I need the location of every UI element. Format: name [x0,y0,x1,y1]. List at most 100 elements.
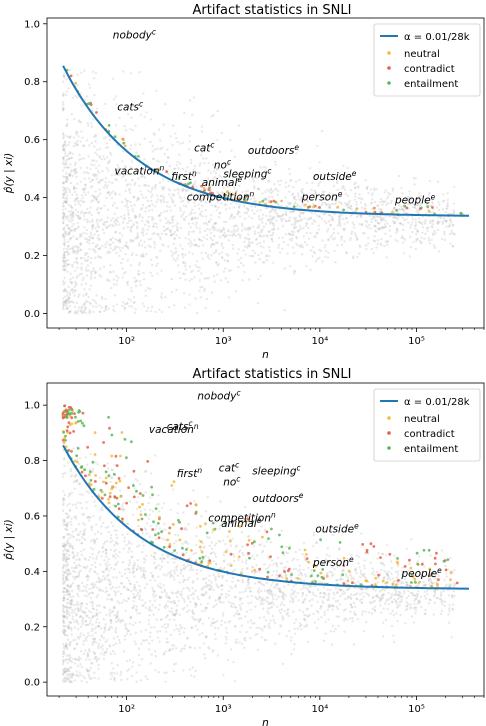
background-point [105,304,108,308]
background-point [224,635,228,639]
background-point [146,677,149,681]
background-point [314,594,318,598]
background-point [65,217,69,220]
background-point [178,153,181,156]
background-point [212,573,215,577]
background-point [135,151,138,154]
background-point [83,69,86,73]
background-point [222,220,226,224]
background-point [288,233,292,236]
background-point [95,208,99,211]
background-point [63,676,66,679]
background-point [93,77,96,80]
background-point [327,596,331,599]
background-point [298,219,301,222]
background-point [288,264,292,268]
background-point [143,240,146,243]
background-point [241,279,244,282]
background-point [182,256,185,259]
background-point [143,508,147,511]
background-point [80,605,83,608]
background-point [158,181,162,184]
background-point [269,214,272,218]
background-point [200,272,203,275]
background-point [402,210,405,213]
background-point [118,116,121,120]
background-point [62,283,65,286]
background-point [321,239,324,242]
background-point [403,589,406,593]
background-point [65,124,68,127]
background-point [280,218,283,221]
background-point [99,516,102,519]
background-point [132,593,135,596]
background-point [64,207,67,210]
background-point [85,269,88,272]
background-point [87,609,91,613]
background-point [378,222,381,225]
background-point [138,213,142,216]
background-point [355,201,358,204]
background-point [83,253,87,257]
background-point [336,244,339,247]
background-point [127,550,130,554]
background-point [179,568,183,571]
background-point [63,527,67,531]
background-point [319,592,322,595]
background-point [195,226,198,229]
background-point [301,553,304,556]
background-point [194,603,197,606]
background-point [101,648,104,651]
background-point [244,615,247,618]
background-point [98,310,102,313]
background-point [127,212,130,215]
background-point [227,239,230,242]
background-point [126,669,129,672]
background-point [369,202,373,205]
background-point [173,572,176,575]
background-point [237,258,240,262]
background-point [175,164,178,167]
background-point [346,194,350,198]
background-point [400,580,403,583]
background-point [164,650,168,653]
background-point [280,608,284,611]
background-point [400,186,403,190]
background-point [214,250,218,253]
background-point [120,261,123,265]
background-point [322,212,325,216]
background-point [95,166,98,170]
background-point [172,252,175,255]
background-point [395,592,398,595]
background-point [307,640,310,643]
background-point [403,209,406,212]
background-point [204,306,207,310]
background-point [96,243,99,247]
background-point [390,624,394,628]
background-point [225,631,229,634]
background-point [425,227,428,230]
background-point [122,70,125,73]
background-point [105,196,108,200]
background-point [97,225,101,229]
background-point [64,179,68,182]
background-point [373,187,376,190]
background-point [237,265,240,269]
background-point [107,162,110,165]
background-point [123,572,127,575]
background-point [177,502,180,505]
background-point [301,253,304,256]
background-point [431,202,434,205]
background-point [88,301,92,304]
background-point [233,596,237,599]
background-point [81,136,84,139]
background-point [66,240,69,244]
background-point [193,216,196,219]
background-point [162,502,165,505]
background-point [229,585,232,588]
background-point [102,155,105,158]
background-point [327,220,331,223]
background-point [115,283,118,286]
background-point [432,613,435,616]
background-point [273,183,276,186]
